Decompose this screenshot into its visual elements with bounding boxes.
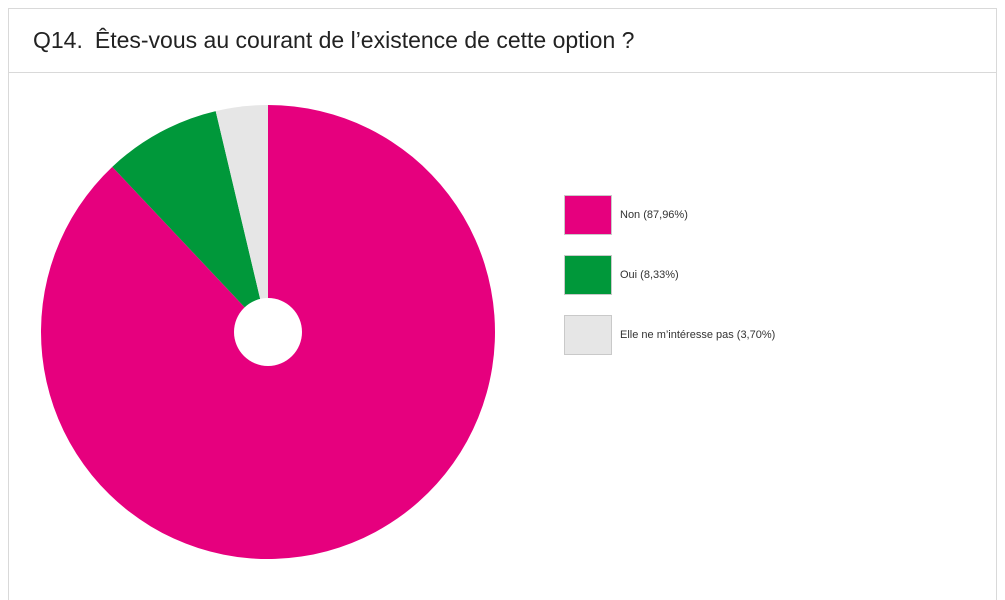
question-panel: Q14. Êtes-vous au courant de l’existence … <box>8 8 997 600</box>
legend-item-non: Non (87,96%) <box>564 194 775 236</box>
question-header: Q14. Êtes-vous au courant de l’existence … <box>9 9 996 73</box>
chart-legend: Non (87,96%) Oui (8,33%) Elle ne m’intér… <box>564 194 775 374</box>
pie-slice-oui <box>112 111 268 333</box>
question-number: Q14. <box>33 27 83 53</box>
legend-swatch-oui <box>564 255 612 295</box>
question-title: Q14. Êtes-vous au courant de l’existence … <box>33 27 634 54</box>
legend-item-oui: Oui (8,33%) <box>564 254 775 296</box>
question-text: Êtes-vous au courant de l’existence de c… <box>94 27 635 53</box>
legend-label-pas-interesse: Elle ne m’intéresse pas (3,70%) <box>620 329 776 341</box>
pie-slice-pas-interesse <box>215 105 268 332</box>
pie-center-hole <box>234 298 302 366</box>
legend-swatch-pas-interesse <box>564 315 612 355</box>
legend-label-non: Non (87,96%) <box>620 209 688 221</box>
legend-item-pas-interesse: Elle ne m’intéresse pas (3,70%) <box>564 314 775 356</box>
legend-swatch-non <box>564 195 612 235</box>
legend-label-oui: Oui (8,33%) <box>620 269 679 281</box>
pie-chart <box>40 105 496 559</box>
